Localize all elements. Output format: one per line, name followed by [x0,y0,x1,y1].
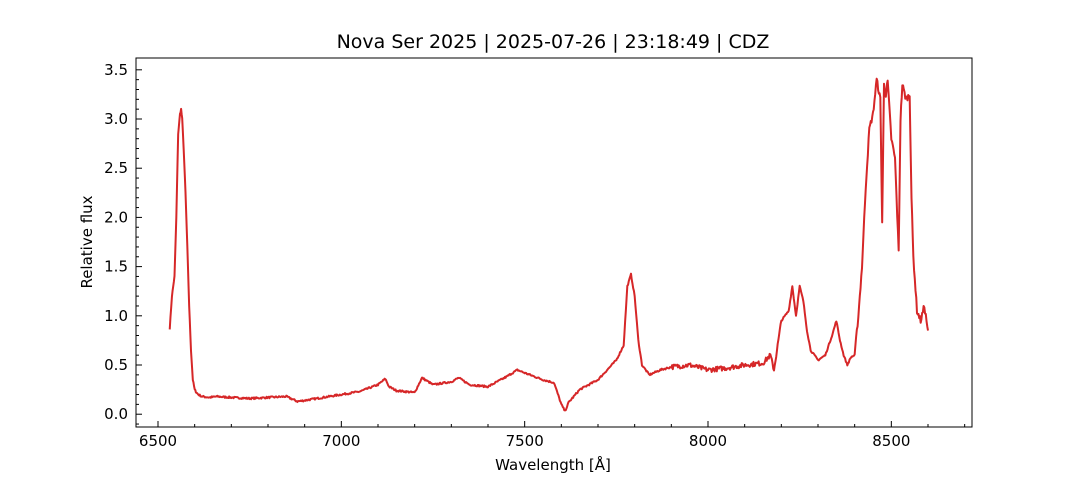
y-tick-label: 3.5 [104,61,128,79]
y-tick-label: 1.5 [104,258,128,276]
series-line [168,77,929,412]
y-tick-label: 1.0 [104,307,128,325]
axis-ticks: 6500 7000 7500 8000 8500 0.0 0.5 1.0 1.5 2.0 2.5 3.… [104,61,966,450]
plot-frame [135,57,973,428]
y-tick-label: 3.0 [104,110,128,128]
x-tick-label: 8500 [872,432,910,450]
x-tick-label: 6500 [139,432,177,450]
y-tick-label: 0.5 [104,356,128,374]
y-tick-label: 2.0 [104,208,128,226]
y-tick-label: 0.0 [104,405,128,423]
y-axis-label: Relative flux [78,195,96,288]
plot-area [135,57,973,428]
x-tick-label: 7000 [322,432,360,450]
chart-title: Nova Ser 2025 | 2025-07-26 | 23:18:49 | … [337,31,770,53]
x-axis-label: Wavelength [Å] [495,455,611,474]
y-tick-label: 2.5 [104,159,128,177]
x-tick-label: 7500 [506,432,544,450]
x-tick-label: 8000 [689,432,727,450]
